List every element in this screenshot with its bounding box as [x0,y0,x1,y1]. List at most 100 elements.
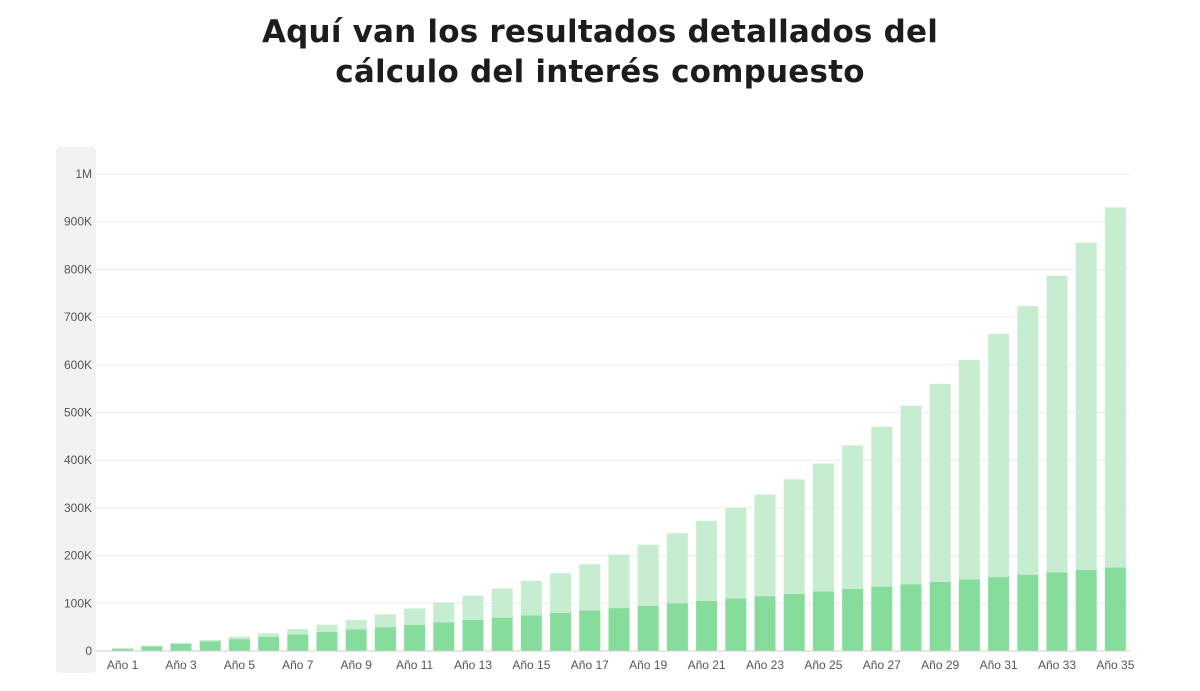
bars [112,207,1126,651]
bar-segment-deposits[interactable] [900,584,922,651]
bar-segment-interest[interactable] [316,624,338,632]
x-tick-label: Año 5 [224,658,256,672]
bar-segment-deposits[interactable] [783,593,805,651]
bar-segment-deposits[interactable] [988,577,1010,651]
y-axis-tick-labels: 0 100K 200K 300K 400K 500K 600K 700K 800K 900K 1M [64,167,92,658]
bar-segment-interest[interactable] [637,544,659,606]
bar-segment-interest[interactable] [228,636,250,640]
x-tick-label: Año 31 [980,658,1018,672]
bar-segment-deposits[interactable] [112,648,134,651]
bar-segment-interest[interactable] [258,633,280,637]
bar-segment-deposits[interactable] [608,608,630,651]
bar-segment-deposits[interactable] [141,646,163,651]
bar-segment-deposits[interactable] [958,579,980,651]
bar-segment-deposits[interactable] [374,627,396,651]
bar-segment-deposits[interactable] [812,591,834,651]
bar-segment-interest[interactable] [1075,242,1097,570]
x-tick-label: Año 23 [746,658,784,672]
y-tick-label: 600K [64,358,92,372]
bar-segment-deposits[interactable] [404,624,426,651]
chart-title: Aquí van los resultados detallados del c… [0,12,1200,92]
y-tick-label: 1M [75,167,92,181]
bar-segment-deposits[interactable] [637,605,659,651]
bar-segment-interest[interactable] [900,405,922,585]
bar-segment-deposits[interactable] [345,629,367,651]
y-tick-label: 200K [64,549,92,563]
bar-segment-interest[interactable] [666,533,688,604]
chart-title-line-2: cálculo del interés compuesto [335,54,865,90]
x-tick-label: Año 19 [629,658,667,672]
bar-segment-deposits[interactable] [170,643,192,651]
bar-segment-deposits[interactable] [1075,569,1097,651]
bar-segment-interest[interactable] [287,629,309,635]
bar-segment-deposits[interactable] [258,636,280,651]
bar-segment-deposits[interactable] [696,600,718,651]
bar-segment-deposits[interactable] [520,615,542,651]
bar-segment-deposits[interactable] [1046,572,1068,651]
y-axis-band [56,147,96,673]
bar-segment-interest[interactable] [842,445,864,589]
bar-segment-interest[interactable] [1046,275,1068,573]
x-tick-label: Año 9 [341,658,373,672]
bar-segment-deposits[interactable] [929,581,951,651]
bar-segment-interest[interactable] [404,608,426,625]
bar-segment-interest[interactable] [812,463,834,592]
bar-segment-deposits[interactable] [228,639,250,651]
x-tick-label: Año 21 [688,658,726,672]
x-axis-tick-labels: Año 1 Año 3 Año 5 Año 7 Año 9 Año 11 Año 13 Año… [107,658,1135,672]
bar-segment-interest[interactable] [696,520,718,601]
x-tick-label: Año 25 [804,658,842,672]
bar-segment-interest[interactable] [725,507,747,599]
bar-segment-deposits[interactable] [666,603,688,651]
x-tick-label: Año 35 [1096,658,1134,672]
gridlines [96,173,1130,604]
bar-segment-deposits[interactable] [287,634,309,651]
bar-segment-interest[interactable] [988,333,1010,578]
bar-segment-deposits[interactable] [579,610,601,651]
bar-segment-deposits[interactable] [1104,567,1126,651]
bar-segment-interest[interactable] [462,595,484,620]
bar-segment-interest[interactable] [520,580,542,616]
x-tick-label: Año 11 [396,658,433,672]
x-tick-label: Año 7 [282,658,314,672]
bar-segment-interest[interactable] [783,479,805,594]
bar-segment-interest[interactable] [433,602,455,623]
bar-segment-interest[interactable] [1017,306,1039,575]
bar-segment-deposits[interactable] [1017,574,1039,651]
bar-segment-deposits[interactable] [871,586,893,651]
bar-segment-interest[interactable] [550,573,572,613]
bar-segment-deposits[interactable] [462,619,484,651]
bar-segment-interest[interactable] [958,360,980,580]
bar-segment-deposits[interactable] [433,622,455,651]
y-tick-label: 500K [64,406,92,420]
bar-segment-deposits[interactable] [842,588,864,651]
bar-segment-interest[interactable] [491,588,513,618]
bar-segment-interest[interactable] [1104,207,1126,568]
bar-segment-deposits[interactable] [316,631,338,651]
bar-segment-deposits[interactable] [725,598,747,651]
bar-segment-deposits[interactable] [754,596,776,651]
y-tick-label: 700K [64,310,92,324]
bar-segment-interest[interactable] [199,640,221,642]
bar-segment-deposits[interactable] [199,641,221,651]
bar-segment-interest[interactable] [374,614,396,628]
x-tick-label: Año 29 [921,658,959,672]
x-tick-label: Año 13 [454,658,492,672]
bar-segment-interest[interactable] [170,642,192,644]
y-tick-label: 900K [64,215,92,229]
bar-segment-deposits[interactable] [491,617,513,651]
bar-segment-interest[interactable] [929,383,951,582]
bar-segment-interest[interactable] [345,619,367,630]
y-tick-label: 800K [64,262,92,276]
bar-segment-deposits[interactable] [550,612,572,651]
bar-segment-interest[interactable] [754,494,776,597]
chart-title-line-1: Aquí van los resultados detallados del [261,14,939,50]
bar-segment-interest[interactable] [608,554,630,609]
x-tick-label: Año 3 [165,658,197,672]
x-tick-label: Año 15 [512,658,550,672]
y-tick-label: 300K [64,501,92,515]
x-tick-label: Año 33 [1038,658,1076,672]
bar-segment-interest[interactable] [579,564,601,611]
bar-segment-interest[interactable] [871,426,893,587]
